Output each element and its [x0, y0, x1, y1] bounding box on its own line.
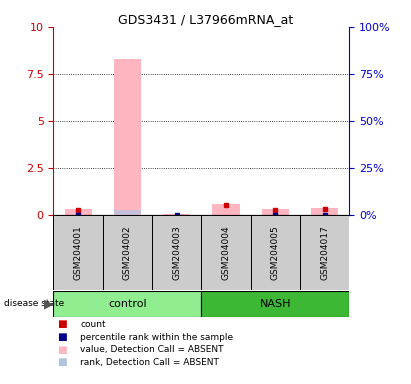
Text: disease state: disease state — [4, 299, 65, 308]
Text: NASH: NASH — [260, 299, 291, 309]
Text: GSM204002: GSM204002 — [123, 225, 132, 280]
Bar — [311, 207, 338, 215]
Text: ■: ■ — [58, 358, 67, 367]
Text: GSM204003: GSM204003 — [172, 225, 181, 280]
Bar — [53, 291, 201, 317]
Bar — [65, 209, 92, 215]
Text: GSM204001: GSM204001 — [74, 225, 83, 280]
Bar — [212, 204, 240, 215]
Bar — [201, 215, 251, 290]
Bar — [114, 210, 141, 215]
Bar — [201, 291, 349, 317]
Text: percentile rank within the sample: percentile rank within the sample — [80, 333, 233, 342]
Text: count: count — [80, 320, 106, 329]
Text: value, Detection Call = ABSENT: value, Detection Call = ABSENT — [80, 345, 224, 354]
Text: GSM204004: GSM204004 — [222, 225, 231, 280]
Text: control: control — [108, 299, 147, 309]
Text: rank, Detection Call = ABSENT: rank, Detection Call = ABSENT — [80, 358, 219, 367]
Bar — [262, 209, 289, 215]
Text: GDS3431 / L37966mRNA_at: GDS3431 / L37966mRNA_at — [118, 13, 293, 26]
Bar — [103, 215, 152, 290]
Bar — [152, 215, 201, 290]
Bar — [163, 214, 190, 215]
Bar — [53, 215, 103, 290]
Bar — [114, 59, 141, 215]
Bar — [300, 215, 349, 290]
Text: GSM204005: GSM204005 — [271, 225, 280, 280]
Text: ■: ■ — [58, 345, 67, 355]
Text: GSM204017: GSM204017 — [320, 225, 329, 280]
Text: ■: ■ — [58, 319, 67, 329]
Text: ■: ■ — [58, 332, 67, 342]
Text: ▶: ▶ — [44, 297, 53, 310]
Bar — [251, 215, 300, 290]
